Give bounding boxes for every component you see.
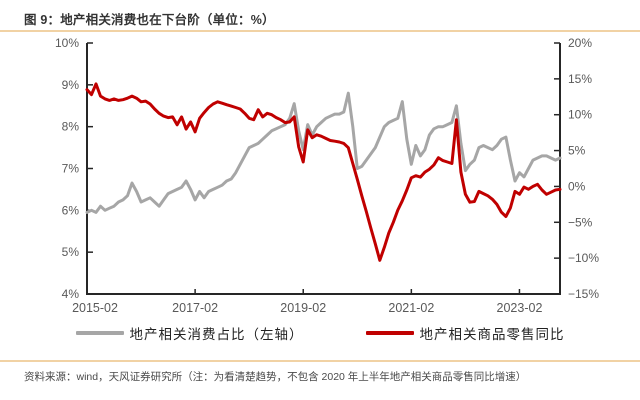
legend-label-yoy: 地产相关商品零售同比: [419, 327, 565, 342]
source-note: 资料来源：wind，天风证券研究所（注：为看清楚趋势，不包含 2020 年上半年…: [24, 371, 527, 383]
red-line-swatch: [365, 331, 414, 335]
svg-text:2021-02: 2021-02: [388, 301, 434, 315]
svg-text:15%: 15%: [568, 72, 592, 86]
svg-text:2015-02: 2015-02: [72, 301, 118, 315]
gray-line-swatch: [75, 331, 124, 335]
svg-text:10%: 10%: [55, 36, 79, 50]
svg-text:−5%: −5%: [568, 215, 593, 229]
legend-item-share: 地产相关消费占比（左轴）: [75, 323, 304, 343]
svg-text:8%: 8%: [62, 120, 80, 134]
svg-text:9%: 9%: [62, 78, 80, 92]
svg-text:4%: 4%: [62, 287, 80, 301]
svg-text:10%: 10%: [568, 108, 592, 122]
svg-text:−10%: −10%: [568, 251, 599, 265]
svg-text:2017-02: 2017-02: [172, 301, 218, 315]
svg-text:5%: 5%: [568, 144, 586, 158]
svg-text:7%: 7%: [62, 162, 80, 176]
legend-label-share: 地产相关消费占比（左轴）: [129, 327, 304, 342]
figure-title: 图 9：地产相关消费也在下台阶（单位：%）: [24, 13, 275, 27]
title-divider-rule: [0, 30, 640, 32]
svg-text:2023-02: 2023-02: [497, 301, 543, 315]
svg-text:6%: 6%: [62, 203, 80, 217]
svg-text:0%: 0%: [568, 179, 586, 193]
footer-divider-rule: [0, 360, 640, 362]
chart-legend: 地产相关消费占比（左轴） 地产相关商品零售同比: [0, 323, 640, 343]
svg-text:2019-02: 2019-02: [280, 301, 326, 315]
svg-text:−15%: −15%: [568, 287, 599, 301]
svg-text:5%: 5%: [62, 245, 80, 259]
legend-item-yoy: 地产相关商品零售同比: [365, 323, 565, 343]
svg-text:20%: 20%: [568, 36, 592, 50]
